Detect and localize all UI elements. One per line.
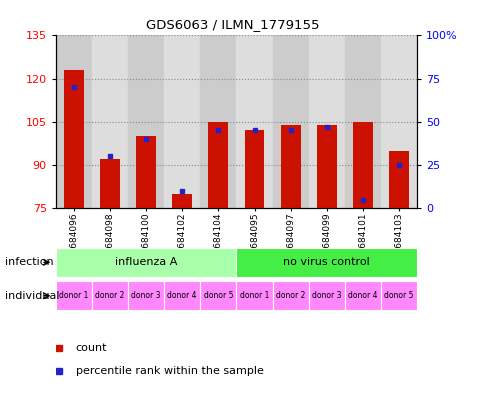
- Text: individual: individual: [5, 291, 59, 301]
- Bar: [236, 248, 416, 277]
- Bar: [308, 35, 344, 208]
- Bar: [244, 130, 264, 208]
- Bar: [272, 281, 308, 310]
- Bar: [236, 35, 272, 208]
- Text: count: count: [76, 343, 107, 353]
- Bar: [388, 151, 408, 208]
- Text: donor 5: donor 5: [203, 291, 233, 300]
- Bar: [56, 35, 92, 208]
- Text: donor 2: donor 2: [275, 291, 305, 300]
- Bar: [308, 281, 344, 310]
- Text: donor 4: donor 4: [167, 291, 197, 300]
- Text: donor 3: donor 3: [311, 291, 341, 300]
- Bar: [128, 35, 164, 208]
- Text: infection: infection: [5, 257, 53, 267]
- Bar: [164, 281, 200, 310]
- Bar: [100, 159, 120, 208]
- Bar: [136, 136, 156, 208]
- Bar: [344, 281, 380, 310]
- Text: donor 5: donor 5: [383, 291, 413, 300]
- Text: donor 3: donor 3: [131, 291, 161, 300]
- Text: donor 4: donor 4: [348, 291, 377, 300]
- Text: GDS6063 / ILMN_1779155: GDS6063 / ILMN_1779155: [146, 18, 319, 31]
- Bar: [352, 122, 372, 208]
- Text: influenza A: influenza A: [115, 257, 177, 267]
- Text: no virus control: no virus control: [283, 257, 369, 267]
- Bar: [164, 35, 200, 208]
- Bar: [280, 125, 300, 208]
- Bar: [56, 248, 236, 277]
- Bar: [56, 281, 92, 310]
- Text: percentile rank within the sample: percentile rank within the sample: [76, 366, 263, 376]
- Text: donor 1: donor 1: [59, 291, 89, 300]
- Text: donor 2: donor 2: [95, 291, 124, 300]
- Bar: [344, 35, 380, 208]
- Text: donor 1: donor 1: [239, 291, 269, 300]
- Bar: [380, 281, 416, 310]
- Bar: [380, 35, 416, 208]
- Bar: [64, 70, 84, 208]
- Bar: [92, 35, 128, 208]
- Bar: [200, 35, 236, 208]
- Bar: [208, 122, 228, 208]
- Bar: [272, 35, 308, 208]
- Bar: [92, 281, 128, 310]
- Bar: [172, 194, 192, 208]
- Bar: [128, 281, 164, 310]
- Bar: [200, 281, 236, 310]
- Bar: [236, 281, 272, 310]
- Bar: [316, 125, 336, 208]
